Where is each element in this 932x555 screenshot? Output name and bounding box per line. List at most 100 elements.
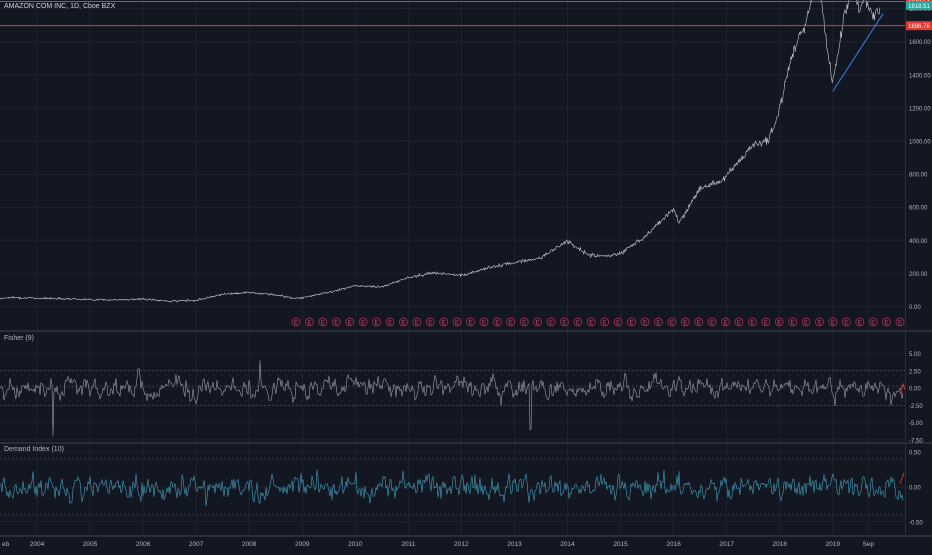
earnings-marker-label: E [442,320,446,326]
earnings-marker-icon [815,317,824,327]
earnings-marker-label: E [455,320,459,326]
earnings-marker-label: E [831,320,835,326]
earnings-marker-icon [479,317,489,327]
price-label-text: 1818.51 [908,4,930,10]
x-tick-label: 2017 [719,541,734,548]
fisher-y-tick: -7.50 [909,438,923,444]
earnings-marker-label: E [495,320,499,326]
earnings-marker-icon [492,317,502,327]
earnings-marker-label: E [885,320,889,326]
earnings-marker-label: E [468,320,472,326]
earnings-marker-icon [385,317,395,327]
demand-line [0,469,904,507]
y-tick-label: 0.00 [909,305,921,311]
earnings-marker-icon [734,317,744,327]
earnings-marker-icon [721,317,730,327]
earnings-marker-icon [358,317,368,327]
earnings-marker-label: E [697,320,701,326]
earnings-marker-icon [828,317,838,327]
earnings-marker-label: E [670,320,674,326]
earnings-marker-icon [586,317,596,327]
earnings-marker-icon [761,317,771,327]
earnings-marker-icon [707,317,717,327]
earnings-marker-label: E [589,320,593,326]
y-tick-label: 200.00 [909,272,928,278]
earnings-marker-label: E [375,320,379,326]
fisher-pane-title: Fisher (9) [4,335,34,342]
x-tick-label: 2018 [772,541,787,548]
earnings-marker-label: E [737,320,741,326]
price-label-box [906,1,932,11]
earnings-marker-icon [331,317,341,327]
earnings-marker-icon [546,317,556,327]
earnings-marker-label: E [562,320,566,326]
earnings-marker-label: E [482,320,486,326]
earnings-marker-label: E [616,320,620,326]
earnings-marker-icon [774,317,784,327]
earnings-marker-icon [640,317,650,327]
earnings-marker-label: E [603,320,607,326]
earnings-marker-label: E [656,320,660,326]
fisher-y-tick: -5.00 [909,421,923,427]
earnings-marker-icon [600,317,610,327]
x-tick-label: 2004 [30,541,45,548]
earnings-marker-label: E [817,320,821,326]
earnings-marker-label: E [415,320,419,326]
earnings-marker-label: E [536,320,540,326]
earnings-marker-label: E [388,320,392,326]
earnings-marker-icon [345,317,355,327]
y-tick-label: 800.00 [909,173,928,179]
price-axis-separator [905,0,906,536]
price-line [0,0,881,303]
earnings-marker-icon [680,317,690,327]
earnings-marker-label: E [428,320,432,326]
earnings-marker-icon [506,317,516,327]
y-tick-label: 1000.00 [909,140,931,146]
x-tick-label: 2012 [454,541,469,548]
earnings-marker-label: E [858,320,862,326]
x-tick-label: 2014 [560,541,575,548]
y-tick-label: 600.00 [909,206,928,212]
earnings-marker-icon [882,317,892,327]
earnings-marker-label: E [750,320,754,326]
fisher-y-tick: 0.00 [909,387,921,393]
earnings-marker-icon [398,317,408,327]
demand-y-tick: 0.00 [909,486,921,492]
demand-current-marker [899,472,905,484]
support-trendline [832,13,884,92]
earnings-marker-label: E [871,320,875,326]
earnings-marker-label: E [764,320,768,326]
earnings-marker-icon [519,317,529,327]
price-label-box [906,21,932,31]
earnings-marker-icon [372,317,381,327]
x-tick-label: 2006 [136,541,151,548]
earnings-marker-icon [627,317,637,327]
x-tick-label: 2019 [826,541,841,548]
earnings-marker-icon [412,317,422,327]
earnings-marker-icon [613,317,623,327]
earnings-marker-label: E [294,320,298,326]
earnings-marker-icon [868,317,878,327]
earnings-marker-label: E [334,320,338,326]
chart-title: AMAZON COM INC, 1D, Cboe BZX [4,3,116,10]
earnings-marker-icon [573,317,583,327]
earnings-marker-label: E [791,320,795,326]
earnings-marker-label: E [307,320,311,326]
earnings-marker-label: E [898,320,902,326]
earnings-marker-icon [559,317,569,327]
demand-y-tick: -0.50 [909,521,923,527]
x-tick-label: 2016 [666,541,681,548]
x-tick-label: 2005 [83,541,98,548]
fisher-y-tick: 2.50 [909,369,921,375]
earnings-marker-label: E [777,320,781,326]
x-tick-label: 2008 [242,541,257,548]
y-tick-label: 400.00 [909,239,928,245]
earnings-marker-label: E [361,320,365,326]
y-tick-label: 1200.00 [909,106,931,112]
x-tick-label: Sep [863,541,875,548]
earnings-marker-label: E [683,320,687,326]
earnings-marker-label: E [522,320,526,326]
fisher-line [0,360,904,437]
